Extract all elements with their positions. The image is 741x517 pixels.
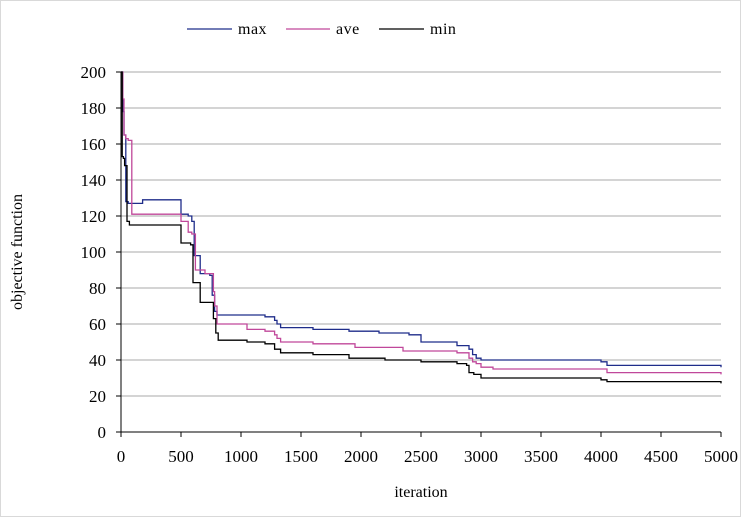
x-tick-label: 3500 [524,447,558,466]
y-tick-label: 100 [81,243,107,262]
x-tick-label: 500 [168,447,194,466]
legend-label-max: max [238,21,267,38]
y-tick-label: 200 [81,63,107,82]
y-tick-label: 120 [81,207,107,226]
x-tick-label: 0 [117,447,126,466]
series-line-max [121,71,722,368]
legend-label-min: min [430,21,456,38]
x-tick-label: 5000 [704,447,738,466]
y-tick-label: 40 [89,351,106,370]
x-axis-title: iteration [394,484,447,501]
legend: max ave min [187,21,456,38]
x-tick-label: 4000 [584,447,618,466]
legend-label-ave: ave [336,21,360,38]
y-tick-label: 20 [89,387,106,406]
axes [116,71,722,437]
y-tick-label: 160 [81,135,107,154]
x-tick-label: 2500 [404,447,438,466]
y-tick-label: 180 [81,99,107,118]
x-tick-label: 2000 [344,447,378,466]
x-tick-label: 3000 [464,447,498,466]
series-line-min [121,71,722,384]
y-tick-label: 60 [89,315,106,334]
y-tick-label: 0 [98,423,107,442]
x-tick-label: 1500 [284,447,318,466]
y-tick-label: 80 [89,279,106,298]
x-tick-label: 1000 [224,447,258,466]
series-lines [121,71,722,384]
x-tick-label: 4500 [644,447,678,466]
series-line-ave [121,71,722,375]
y-tick-label: 140 [81,171,107,190]
y-axis-title: objective function [9,194,26,310]
